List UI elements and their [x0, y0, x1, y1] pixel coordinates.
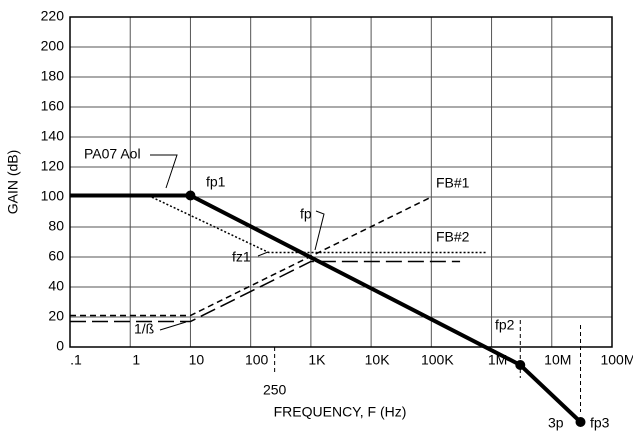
marker-label: 250 [263, 382, 287, 398]
x-tick-label: 1 [132, 352, 140, 368]
series-line [148, 194, 486, 254]
y-tick-label: 180 [41, 68, 65, 84]
y-tick-label: 220 [41, 8, 65, 24]
x-tick-label: 100M [600, 352, 633, 368]
annotation: FB#2 [436, 229, 470, 245]
annotation: fp2 [495, 317, 515, 333]
x-tick-label: 100 [245, 352, 269, 368]
annotation: PA07 Aol [84, 146, 141, 162]
y-tick-label: 160 [41, 98, 65, 114]
annotation: 3p [548, 415, 564, 431]
x-tick-label: 100K [421, 352, 454, 368]
y-tick-label: 140 [41, 128, 65, 144]
x-tick-label: .1 [70, 352, 82, 368]
y-tick-label: 0 [56, 338, 64, 354]
y-tick-label: 80 [48, 218, 64, 234]
annotation: fp3 [590, 415, 610, 431]
x-axis-label: FREQUENCY, F (Hz) [274, 404, 407, 420]
annotation: 1/ß [134, 321, 154, 337]
y-tick-label: 20 [48, 308, 64, 324]
annotation: fz1 [232, 249, 251, 265]
y-tick-label: 40 [48, 278, 64, 294]
series-line [70, 196, 432, 317]
leader [159, 321, 187, 331]
annotation: FB#1 [436, 175, 470, 191]
plot-frame [69, 16, 613, 348]
y-tick-label: 200 [41, 38, 65, 54]
x-tick-label: 10K [365, 352, 391, 368]
leader [257, 251, 269, 257]
annotation: fp1 [206, 174, 226, 190]
y-tick-label: 60 [48, 248, 64, 264]
series-line [70, 193, 582, 424]
y-axis-label: GAIN (dB) [5, 150, 21, 215]
x-tick-label: 1K [308, 352, 326, 368]
leader [314, 210, 325, 251]
leader [150, 154, 178, 189]
y-tick-label: 100 [41, 188, 65, 204]
x-tick-label: 10M [544, 352, 571, 368]
y-tick-label: 120 [41, 158, 65, 174]
annotation: fp [300, 206, 312, 222]
series-line [70, 260, 461, 323]
x-tick-label: 10 [189, 352, 205, 368]
point [185, 190, 196, 201]
point [575, 417, 586, 427]
